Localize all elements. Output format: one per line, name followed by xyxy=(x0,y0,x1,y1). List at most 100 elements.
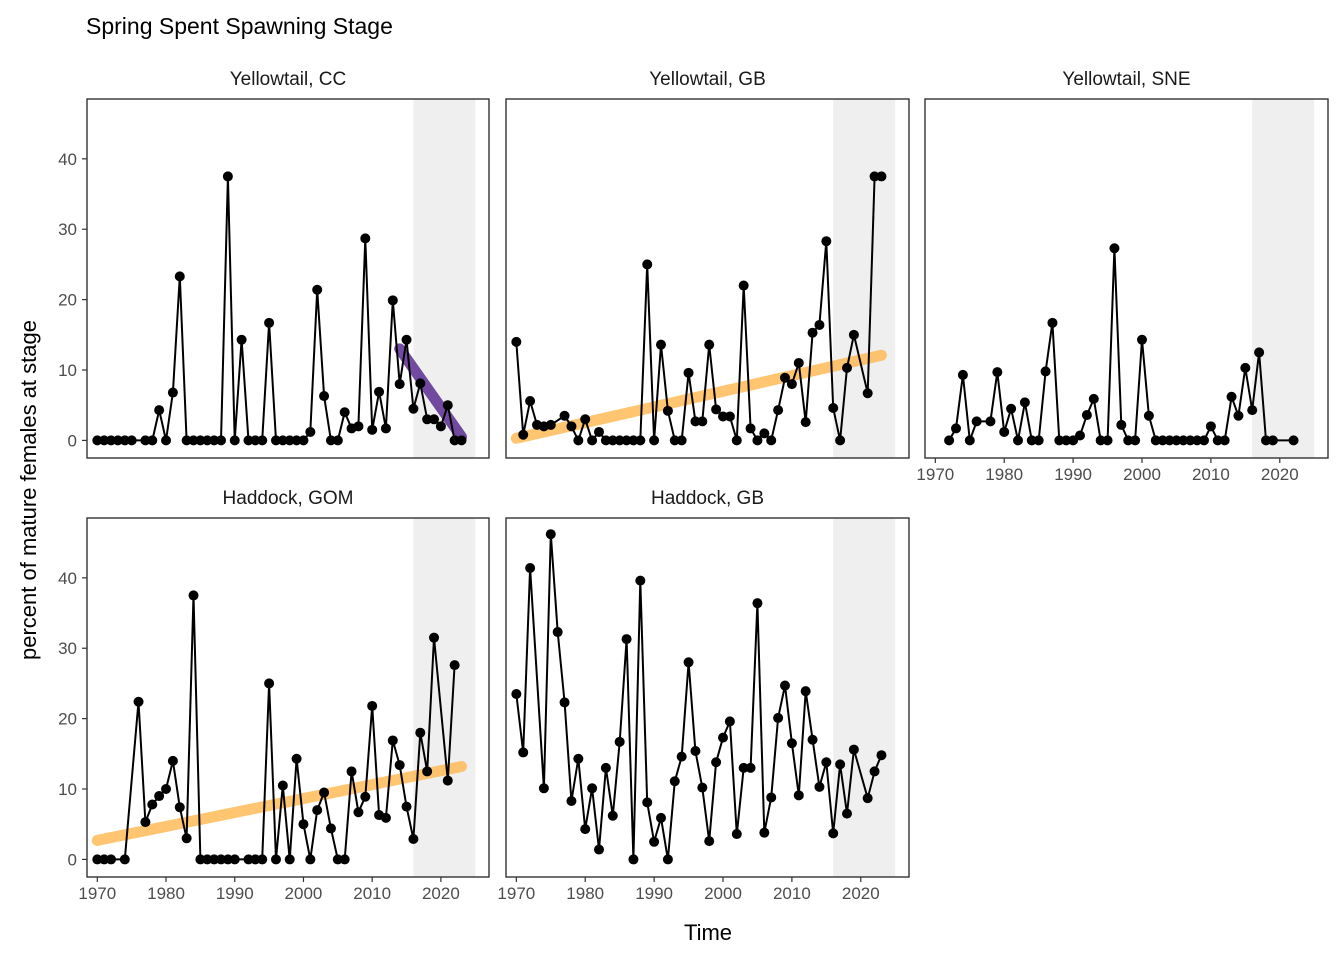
data-point xyxy=(216,435,226,446)
y-tick-label: 10 xyxy=(58,361,77,380)
panel-haddock-gb: Haddock, GB 1970 1980 1990 2000 2010 2020 xyxy=(497,488,910,903)
data-point xyxy=(243,854,254,865)
data-point xyxy=(1205,421,1216,432)
data-point xyxy=(394,379,405,390)
data-point xyxy=(408,833,419,844)
y-tick-label: 30 xyxy=(58,639,77,658)
data-point xyxy=(814,319,825,330)
data-point xyxy=(380,423,391,434)
data-point xyxy=(325,435,336,446)
data-point xyxy=(126,435,137,446)
data-point xyxy=(161,784,172,795)
data-point xyxy=(1143,410,1154,421)
data-point xyxy=(862,388,873,399)
data-point xyxy=(1240,362,1251,373)
data-point xyxy=(140,435,151,446)
data-point xyxy=(442,775,453,786)
x-tick-label: 1970 xyxy=(497,884,535,903)
data-point xyxy=(291,753,302,764)
x-tick-label: 2000 xyxy=(1123,465,1161,484)
data-point xyxy=(360,791,371,802)
data-point xyxy=(1026,435,1037,446)
data-point xyxy=(174,802,185,813)
data-point xyxy=(669,776,680,787)
data-point xyxy=(291,435,302,446)
data-point xyxy=(607,435,618,446)
data-point xyxy=(387,735,398,746)
data-point xyxy=(999,426,1010,437)
data-point xyxy=(842,808,852,819)
data-point xyxy=(511,336,522,347)
data-point xyxy=(367,700,378,711)
panel-border xyxy=(505,98,910,459)
data-point xyxy=(154,405,165,416)
data-point xyxy=(1226,391,1237,402)
chart-title: Spring Spent Spawning Stage xyxy=(86,13,393,39)
data-point xyxy=(835,435,846,446)
data-point xyxy=(106,854,117,865)
data-point xyxy=(1109,243,1120,254)
data-point xyxy=(222,171,233,182)
data-point xyxy=(594,426,604,437)
data-point xyxy=(793,790,804,801)
panel-yellowtail-sne: Yellowtail, SNE 1970 1980 1990 2000 2010 2020 xyxy=(916,69,1329,484)
data-point xyxy=(704,836,715,847)
data-point xyxy=(216,854,226,865)
data-point xyxy=(1102,435,1113,446)
data-point xyxy=(1088,393,1099,404)
x-tick-label: 1980 xyxy=(985,465,1023,484)
data-point xyxy=(1054,435,1065,446)
x-tick-label: 1990 xyxy=(216,884,254,903)
data-point xyxy=(250,854,261,865)
data-point xyxy=(277,780,288,791)
data-point xyxy=(449,660,460,671)
data-point xyxy=(780,680,790,691)
panel-border xyxy=(924,98,1329,459)
y-tick-label: 0 xyxy=(68,850,77,869)
data-point xyxy=(683,367,694,378)
data-point xyxy=(1178,435,1189,446)
data-point xyxy=(711,757,722,768)
data-point xyxy=(1123,435,1134,446)
data-point xyxy=(401,801,412,812)
series-line xyxy=(515,534,883,860)
x-tick-label: 2020 xyxy=(422,884,460,903)
data-point xyxy=(1157,435,1168,446)
data-point xyxy=(683,657,694,668)
data-point xyxy=(614,736,625,747)
data-point xyxy=(780,372,790,383)
data-point xyxy=(518,429,529,440)
data-point xyxy=(1095,435,1106,446)
data-point xyxy=(594,844,604,855)
data-point xyxy=(738,280,749,291)
data-point xyxy=(552,627,563,638)
data-point xyxy=(876,750,887,761)
y-tick-label: 40 xyxy=(58,569,77,588)
data-point xyxy=(415,378,426,389)
data-point xyxy=(1171,435,1182,446)
data-point xyxy=(580,824,591,835)
data-point xyxy=(566,421,577,432)
data-point xyxy=(964,435,975,446)
panel-title: Yellowtail, GB xyxy=(649,69,766,90)
data-point xyxy=(408,403,419,414)
data-point xyxy=(133,696,144,707)
data-point xyxy=(690,745,701,756)
increase-trend-line xyxy=(510,349,887,444)
data-point xyxy=(842,362,852,373)
data-point xyxy=(752,598,763,609)
data-point xyxy=(305,426,316,437)
data-point xyxy=(319,391,330,402)
data-point xyxy=(332,854,343,865)
data-point xyxy=(731,435,742,446)
data-point xyxy=(773,712,784,723)
data-point xyxy=(545,419,556,430)
panel-title: Haddock, GOM xyxy=(223,488,354,509)
data-point xyxy=(971,416,982,427)
data-point xyxy=(112,435,123,446)
data-point xyxy=(284,854,295,865)
data-point xyxy=(697,416,708,427)
y-axis-title: percent of mature females at stage xyxy=(16,320,41,660)
y-tick-label: 20 xyxy=(58,291,77,310)
